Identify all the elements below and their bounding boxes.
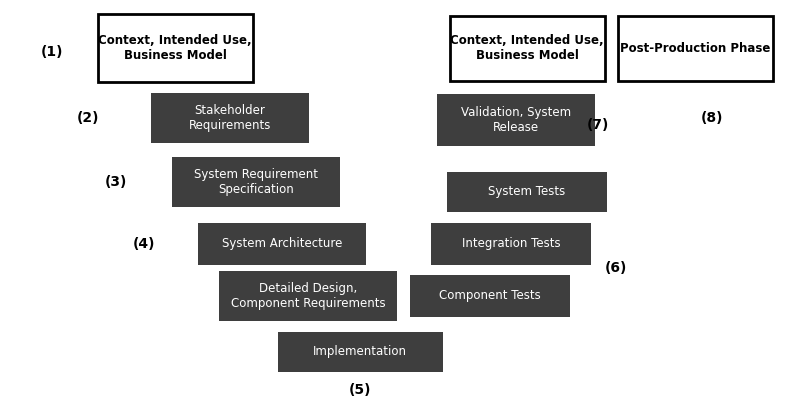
Text: Detailed Design,
Component Requirements: Detailed Design, Component Requirements bbox=[230, 282, 386, 310]
Text: (5): (5) bbox=[349, 383, 371, 397]
Text: Stakeholder
Requirements: Stakeholder Requirements bbox=[189, 104, 271, 132]
FancyBboxPatch shape bbox=[447, 172, 607, 212]
Text: Context, Intended Use,
Business Model: Context, Intended Use, Business Model bbox=[450, 34, 604, 62]
Text: System Architecture: System Architecture bbox=[222, 237, 342, 251]
Text: (3): (3) bbox=[105, 175, 127, 189]
Text: (4): (4) bbox=[133, 237, 155, 251]
FancyBboxPatch shape bbox=[278, 332, 442, 372]
Text: (1): (1) bbox=[41, 45, 63, 59]
Text: Implementation: Implementation bbox=[313, 346, 407, 359]
FancyBboxPatch shape bbox=[219, 271, 397, 321]
Text: (2): (2) bbox=[77, 111, 99, 125]
FancyBboxPatch shape bbox=[437, 94, 595, 146]
Text: System Requirement
Specification: System Requirement Specification bbox=[194, 168, 318, 196]
Text: Component Tests: Component Tests bbox=[439, 290, 541, 302]
Text: Post-Production Phase: Post-Production Phase bbox=[620, 42, 770, 55]
Text: (7): (7) bbox=[587, 118, 609, 132]
FancyBboxPatch shape bbox=[431, 223, 591, 265]
Text: (8): (8) bbox=[701, 111, 723, 125]
FancyBboxPatch shape bbox=[198, 223, 366, 265]
Text: Context, Intended Use,
Business Model: Context, Intended Use, Business Model bbox=[98, 34, 252, 62]
FancyBboxPatch shape bbox=[151, 93, 309, 143]
FancyBboxPatch shape bbox=[98, 14, 253, 82]
FancyBboxPatch shape bbox=[618, 16, 773, 80]
Text: Validation, System
Release: Validation, System Release bbox=[461, 106, 571, 134]
FancyBboxPatch shape bbox=[410, 275, 570, 317]
FancyBboxPatch shape bbox=[172, 157, 340, 207]
FancyBboxPatch shape bbox=[450, 16, 605, 80]
Text: Integration Tests: Integration Tests bbox=[462, 237, 560, 251]
Text: System Tests: System Tests bbox=[488, 186, 566, 199]
Text: (6): (6) bbox=[605, 261, 627, 275]
